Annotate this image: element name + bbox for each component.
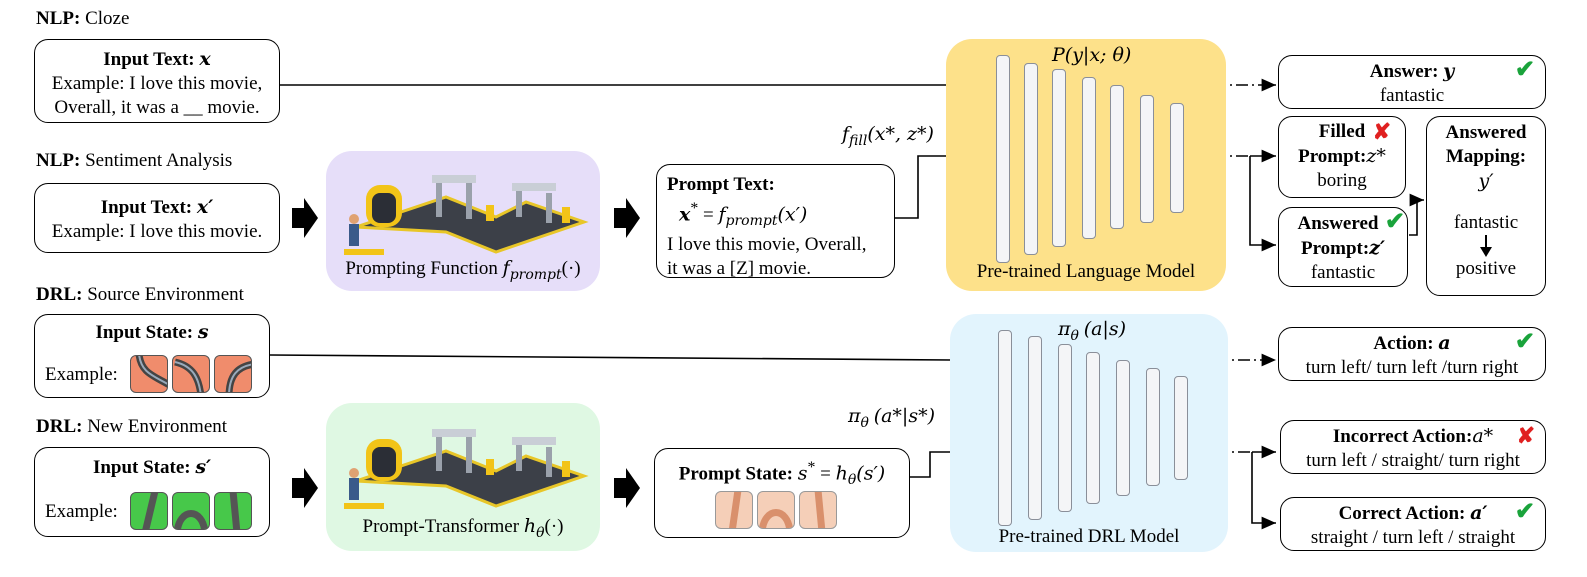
prompt-transformer-panel: Prompt-Transformer hθ(·) xyxy=(326,403,600,551)
lm-layer xyxy=(1140,95,1154,223)
drl-layer xyxy=(1174,376,1188,480)
lm-layer xyxy=(1170,103,1184,213)
filled-prompt-box: Filled Prompt:z* boring ✘ xyxy=(1278,116,1406,198)
drl-layer xyxy=(1028,336,1042,520)
drl-layer xyxy=(1086,352,1100,504)
road-thumbnail xyxy=(172,492,210,530)
flow-arrow-icon xyxy=(292,468,318,508)
to-answered-arrow xyxy=(1249,156,1276,252)
lm-layer xyxy=(996,55,1010,263)
drl-layer xyxy=(998,330,1012,526)
lm-layer xyxy=(1052,69,1066,247)
section-label-drl-new: DRL: New Environment xyxy=(36,416,228,437)
cross-icon: ✘ xyxy=(1516,423,1535,448)
prompt-state-box: Prompt State: s* = hθ(s′) xyxy=(654,448,910,538)
drl-prompt-policy-label: πθ (a*|s*) xyxy=(848,405,935,431)
drl-model-panel: Pre-trained DRL Model xyxy=(950,314,1228,552)
conveyor-illustration xyxy=(344,429,589,509)
example-label: Example: xyxy=(45,501,118,522)
road-thumbnail xyxy=(130,355,168,393)
lm-layer xyxy=(1024,63,1038,255)
fill-function-label: ffill(x*, z*) xyxy=(842,123,934,149)
example-label: Example: xyxy=(45,364,118,385)
flow-arrow-icon xyxy=(614,468,640,508)
check-icon: ✔ xyxy=(1514,499,1535,525)
incorrect-action-box: Incorrect Action:a* turn left / straight… xyxy=(1280,420,1546,474)
check-icon: ✔ xyxy=(1514,57,1535,83)
road-thumbnail xyxy=(757,491,795,529)
prompt-text-line xyxy=(895,155,950,219)
language-model-panel: Pre-trained Language Model xyxy=(946,39,1226,291)
answered-prompt-box: Answered Prompt:z′ fantastic ✔ xyxy=(1278,207,1408,287)
road-thumbnail xyxy=(214,355,252,393)
drl-new-input-box: Input State: s′ Example: xyxy=(34,447,270,537)
section-label-nlp-cloze: NLP: Cloze xyxy=(36,8,130,29)
prompt-text-box: Prompt Text: x* = fprompt(x′) I love thi… xyxy=(656,164,895,279)
cross-icon: ✘ xyxy=(1372,119,1391,144)
prompting-function-label: Prompting Function fprompt(·) xyxy=(345,257,581,283)
answer-box: Answer: y fantastic ✔ xyxy=(1278,55,1546,109)
prompt-state-line xyxy=(910,451,952,478)
drl-source-line xyxy=(269,354,953,361)
drl-source-input-box: Input State: s Example: xyxy=(34,314,270,398)
road-thumbnail xyxy=(130,492,168,530)
road-thumbnail xyxy=(799,491,837,529)
sentiment-input-box: Input Text: x′ Example: I love this movi… xyxy=(34,183,280,253)
arrow-down-icon xyxy=(1480,235,1492,257)
check-icon: ✔ xyxy=(1384,209,1405,235)
lm-layer xyxy=(1110,85,1124,229)
drl-layer xyxy=(1058,344,1072,512)
flow-arrow-icon xyxy=(614,198,640,238)
correct-action-box: Correct Action: a′ straight / turn left … xyxy=(1280,497,1546,551)
conveyor-illustration xyxy=(344,175,589,255)
check-icon: ✔ xyxy=(1514,329,1535,355)
road-thumbnail xyxy=(172,355,210,393)
flow-arrow-icon xyxy=(292,198,318,238)
to-mapping-arrow xyxy=(1409,193,1424,236)
section-label-nlp-sentiment: NLP: Sentiment Analysis xyxy=(36,150,233,171)
answered-mapping-box: Answered Mapping: y′ fantastic positive xyxy=(1426,116,1546,296)
language-model-label: Pre-trained Language Model xyxy=(976,261,1196,282)
road-thumbnail xyxy=(214,492,252,530)
section-label-drl-source: DRL: Source Environment xyxy=(36,284,244,305)
drl-model-label: Pre-trained DRL Model xyxy=(998,526,1180,547)
drl-policy-label: πθ (a|s) xyxy=(1058,318,1126,344)
prompting-function-panel: Prompting Function fprompt(·) xyxy=(326,151,600,291)
lm-layer xyxy=(1082,77,1096,239)
to-correct-arrow xyxy=(1251,452,1276,530)
action-box: Action: a turn left/ turn left /turn rig… xyxy=(1278,327,1546,381)
drl-layer xyxy=(1116,360,1130,496)
prompt-transformer-label: Prompt-Transformer hθ(·) xyxy=(362,515,564,541)
cloze-input-box: Input Text: x Example: I love this movie… xyxy=(34,39,280,123)
lm-probability-label: P(y|x; θ) xyxy=(1052,44,1132,66)
road-thumbnail xyxy=(715,491,753,529)
drl-layer xyxy=(1146,368,1160,486)
